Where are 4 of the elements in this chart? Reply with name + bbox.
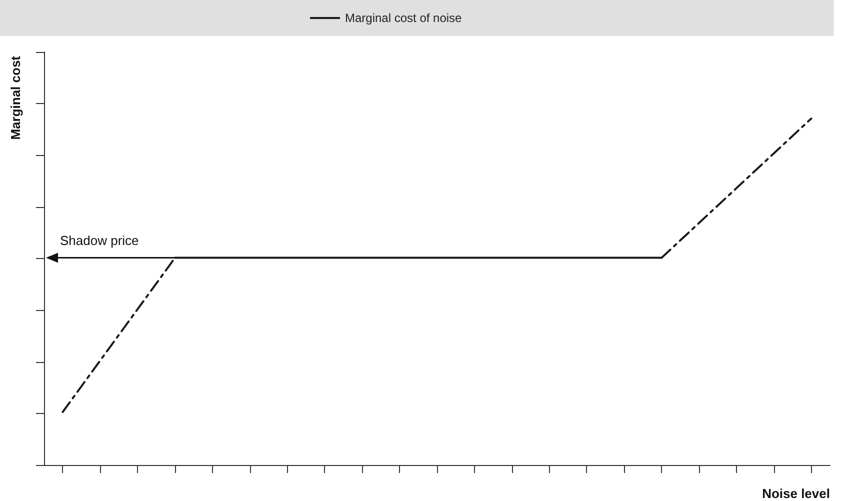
annotation: Shadow price	[60, 232, 139, 248]
x-axis-title: Noise level	[762, 486, 830, 501]
legend-label: Marginal cost of noise	[345, 11, 462, 25]
y-axis-title: Marginal cost	[8, 55, 23, 140]
